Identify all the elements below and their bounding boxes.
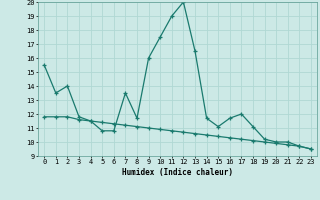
X-axis label: Humidex (Indice chaleur): Humidex (Indice chaleur) xyxy=(122,168,233,177)
